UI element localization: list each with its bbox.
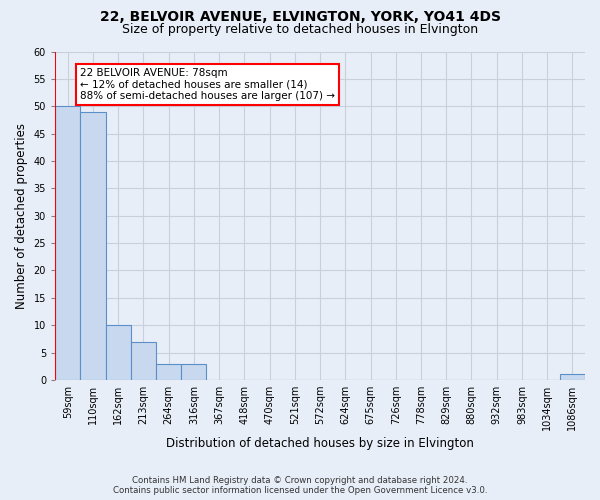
Bar	[106, 325, 131, 380]
X-axis label: Distribution of detached houses by size in Elvington: Distribution of detached houses by size …	[166, 437, 474, 450]
Text: Contains HM Land Registry data © Crown copyright and database right 2024.
Contai: Contains HM Land Registry data © Crown c…	[113, 476, 487, 495]
Text: 22 BELVOIR AVENUE: 78sqm
← 12% of detached houses are smaller (14)
88% of semi-d: 22 BELVOIR AVENUE: 78sqm ← 12% of detach…	[80, 68, 335, 101]
Bar	[156, 364, 181, 380]
Text: 22, BELVOIR AVENUE, ELVINGTON, YORK, YO41 4DS: 22, BELVOIR AVENUE, ELVINGTON, YORK, YO4…	[100, 10, 500, 24]
Bar	[181, 364, 206, 380]
Bar	[560, 374, 585, 380]
Text: Size of property relative to detached houses in Elvington: Size of property relative to detached ho…	[122, 22, 478, 36]
Bar	[131, 342, 156, 380]
Bar	[55, 106, 80, 380]
Bar	[80, 112, 106, 380]
Y-axis label: Number of detached properties: Number of detached properties	[15, 122, 28, 308]
